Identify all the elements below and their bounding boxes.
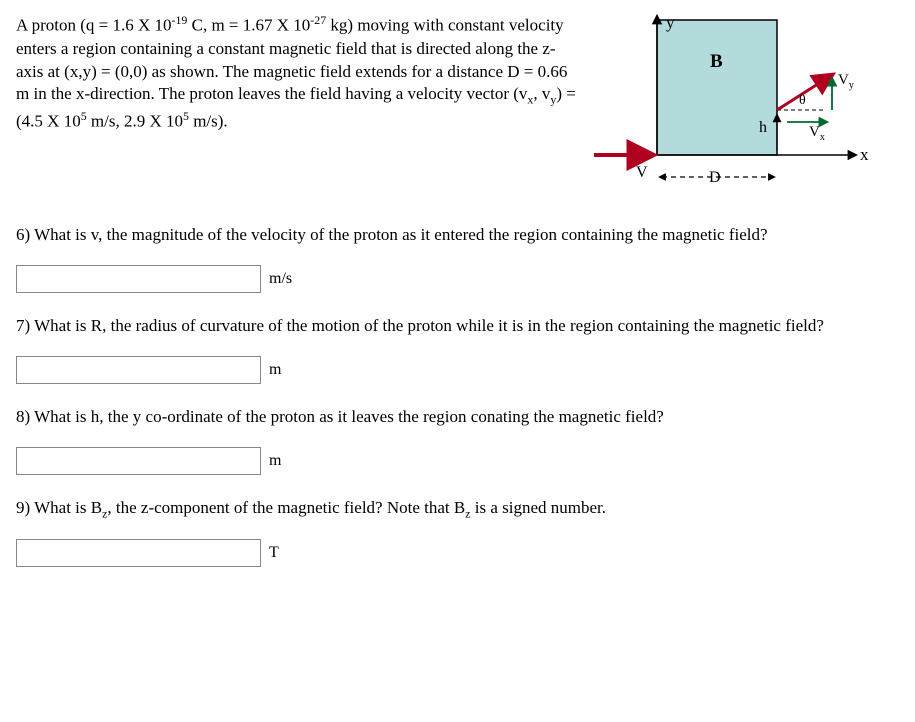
theta-label: θ bbox=[799, 93, 806, 108]
question-block-6: 6) What is v, the magnitude of the veloc… bbox=[16, 224, 899, 293]
answer-row: m bbox=[16, 447, 899, 475]
b-label: B bbox=[710, 51, 723, 72]
question-block-7: 7) What is R, the radius of curvature of… bbox=[16, 315, 899, 384]
physics-diagram: y x B V D h θ Vy bbox=[592, 12, 882, 202]
question-text: 6) What is v, the magnitude of the veloc… bbox=[16, 224, 899, 247]
y-axis-label: y bbox=[666, 13, 675, 32]
questions-container: 6) What is v, the magnitude of the veloc… bbox=[16, 224, 899, 567]
answer-input-q9[interactable] bbox=[16, 539, 261, 567]
answer-input-q6[interactable] bbox=[16, 265, 261, 293]
vx-label: Vx bbox=[809, 124, 825, 143]
diagram: y x B V D h θ Vy bbox=[592, 12, 882, 202]
incoming-velocity-label: V bbox=[636, 164, 648, 181]
answer-unit: m bbox=[269, 359, 281, 381]
problem-statement: A proton (q = 1.6 X 10-19 C, m = 1.67 X … bbox=[16, 12, 576, 134]
question-block-9: 9) What is Bz, the z-component of the ma… bbox=[16, 497, 899, 567]
answer-unit: m bbox=[269, 450, 281, 472]
d-label: D bbox=[709, 169, 721, 186]
question-text: 7) What is R, the radius of curvature of… bbox=[16, 315, 899, 338]
question-text: 9) What is Bz, the z-component of the ma… bbox=[16, 497, 899, 521]
question-text: 8) What is h, the y co-ordinate of the p… bbox=[16, 406, 899, 429]
answer-input-q8[interactable] bbox=[16, 447, 261, 475]
top-row: A proton (q = 1.6 X 10-19 C, m = 1.67 X … bbox=[16, 12, 899, 202]
answer-input-q7[interactable] bbox=[16, 356, 261, 384]
answer-row: m bbox=[16, 356, 899, 384]
answer-row: T bbox=[16, 539, 899, 567]
x-axis-label: x bbox=[860, 145, 869, 164]
answer-unit: T bbox=[269, 542, 279, 564]
answer-row: m/s bbox=[16, 265, 899, 293]
vy-label: Vy bbox=[838, 72, 854, 91]
h-label: h bbox=[759, 119, 767, 136]
question-block-8: 8) What is h, the y co-ordinate of the p… bbox=[16, 406, 899, 475]
answer-unit: m/s bbox=[269, 268, 292, 290]
